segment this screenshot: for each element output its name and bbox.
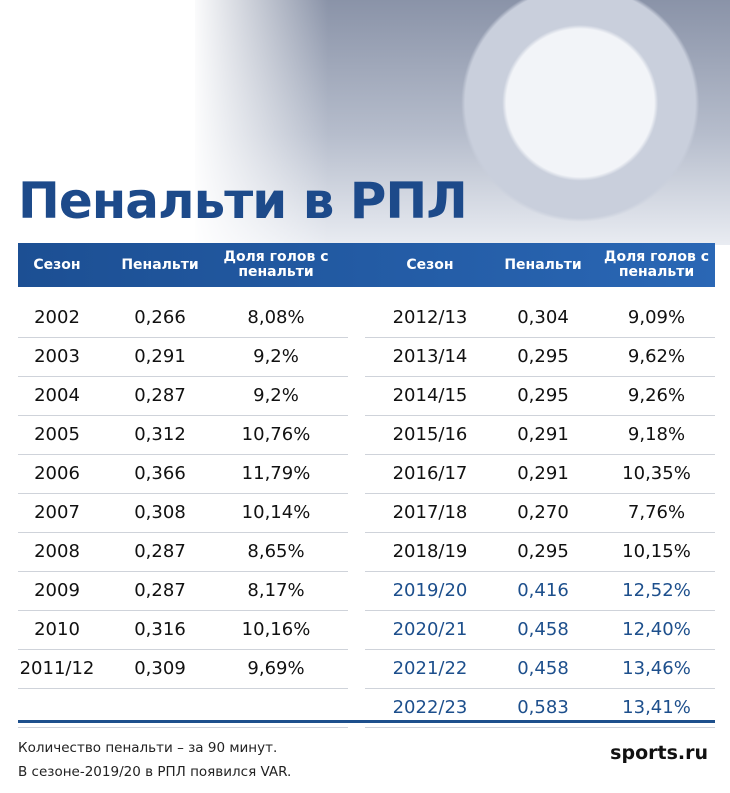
column-header: Сезон (33, 256, 81, 273)
cell: 10,16% (241, 619, 311, 640)
row-separator (18, 493, 348, 494)
row-separator (365, 493, 715, 494)
column-header: Доля голов с пенальти (603, 249, 710, 280)
cell: 0,291 (517, 463, 569, 484)
row-separator (365, 415, 715, 416)
row-separator (18, 415, 348, 416)
cell: 2019/20 (392, 580, 468, 601)
cell: 0,291 (134, 346, 186, 367)
cell: 2018/19 (392, 541, 468, 562)
cell: 10,76% (241, 424, 311, 445)
row-separator (365, 649, 715, 650)
cell: 9,2% (253, 346, 299, 367)
photo-fade (0, 0, 730, 245)
cell: 0,287 (134, 580, 186, 601)
cell: 0,295 (517, 541, 569, 562)
cell: 2003 (34, 346, 80, 367)
cell: 2013/14 (392, 346, 468, 367)
row-separator (18, 610, 348, 611)
cell: 0,266 (134, 307, 186, 328)
row-separator (18, 337, 348, 338)
cell: 13,46% (622, 658, 691, 679)
cell: 2011/12 (19, 658, 95, 679)
row-separator (365, 532, 715, 533)
cell: 2015/16 (392, 424, 468, 445)
cell: 0,270 (517, 502, 569, 523)
cell: 9,26% (627, 385, 686, 406)
cell: 0,304 (517, 307, 569, 328)
row-separator (18, 532, 348, 533)
row-separator (18, 571, 348, 572)
cell: 0,366 (134, 463, 186, 484)
cell: 2006 (34, 463, 80, 484)
column-header: Пенальти (504, 256, 582, 273)
row-separator (18, 727, 348, 728)
column-header: Пенальти (121, 256, 199, 273)
bottom-rule (18, 720, 715, 723)
cell: 2016/17 (392, 463, 468, 484)
row-separator (365, 610, 715, 611)
cell: 12,40% (622, 619, 691, 640)
cell: 0,295 (517, 346, 569, 367)
row-separator (365, 376, 715, 377)
title: Пенальти в РПЛ (18, 172, 468, 230)
cell: 12,52% (622, 580, 691, 601)
cell: 0,287 (134, 385, 186, 406)
cell: 0,458 (517, 619, 569, 640)
cell: 8,65% (247, 541, 305, 562)
cell: 2004 (34, 385, 80, 406)
cell: 9,2% (253, 385, 299, 406)
row-separator (365, 337, 715, 338)
cell: 8,08% (247, 307, 305, 328)
row-separator (18, 649, 348, 650)
cell: 2020/21 (392, 619, 468, 640)
cell: 9,69% (247, 658, 305, 679)
row-separator (18, 454, 348, 455)
cell: 10,14% (241, 502, 311, 523)
column-header: Доля голов с пенальти (223, 249, 329, 280)
cell: 2022/23 (392, 697, 468, 718)
cell: 7,76% (627, 502, 686, 523)
cell: 0,583 (517, 697, 569, 718)
cell: 0,316 (134, 619, 186, 640)
cell: 9,09% (627, 307, 686, 328)
cell: 10,15% (622, 541, 691, 562)
logo: sports.ru (610, 742, 708, 764)
cell: 8,17% (247, 580, 305, 601)
cell: 0,416 (517, 580, 569, 601)
cell: 2005 (34, 424, 80, 445)
cell: 0,458 (517, 658, 569, 679)
cell: 0,291 (517, 424, 569, 445)
cell: 0,287 (134, 541, 186, 562)
cell: 13,41% (622, 697, 691, 718)
cell: 2002 (34, 307, 80, 328)
cell: 11,79% (241, 463, 311, 484)
footer-note: Количество пенальти – за 90 минут. (18, 740, 278, 756)
cell: 2014/15 (392, 385, 468, 406)
cell: 2009 (34, 580, 80, 601)
row-separator (365, 727, 715, 728)
cell: 2017/18 (392, 502, 468, 523)
cell: 10,35% (622, 463, 691, 484)
cell: 9,18% (627, 424, 686, 445)
row-separator (18, 688, 348, 689)
row-separator (365, 571, 715, 572)
cell: 2007 (34, 502, 80, 523)
cell: 0,309 (134, 658, 186, 679)
cell: 2008 (34, 541, 80, 562)
header-bar (18, 243, 715, 287)
cell: 0,308 (134, 502, 186, 523)
cell: 0,312 (134, 424, 186, 445)
row-separator (365, 688, 715, 689)
cell: 2012/13 (392, 307, 468, 328)
row-separator (18, 376, 348, 377)
cell: 2021/22 (392, 658, 468, 679)
cell: 9,62% (627, 346, 686, 367)
cell: 0,295 (517, 385, 569, 406)
row-separator (365, 454, 715, 455)
footer-note: В сезоне-2019/20 в РПЛ появился VAR. (18, 764, 292, 780)
cell: 2010 (34, 619, 80, 640)
column-header: Сезон (406, 256, 454, 273)
